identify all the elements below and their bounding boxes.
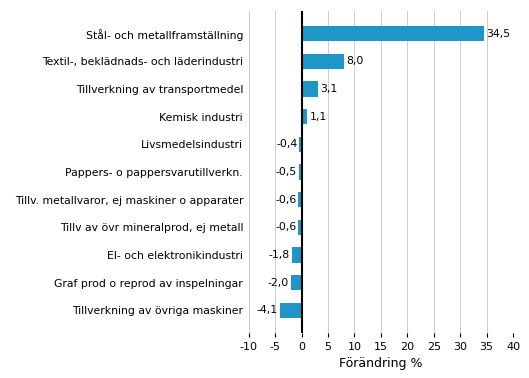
Bar bbox=[302, 81, 318, 96]
Bar bbox=[302, 54, 344, 69]
Text: 3,1: 3,1 bbox=[320, 84, 338, 94]
Text: 34,5: 34,5 bbox=[486, 29, 510, 39]
Bar bbox=[302, 109, 307, 124]
Text: -0,6: -0,6 bbox=[275, 195, 296, 204]
Bar bbox=[302, 26, 484, 41]
Text: 8,0: 8,0 bbox=[346, 56, 363, 66]
Bar bbox=[291, 275, 302, 290]
Text: -4,1: -4,1 bbox=[257, 305, 278, 315]
Bar bbox=[292, 248, 302, 263]
Text: -0,5: -0,5 bbox=[276, 167, 297, 177]
Bar bbox=[299, 137, 302, 152]
X-axis label: Förändring %: Förändring % bbox=[339, 357, 423, 370]
Text: 1,1: 1,1 bbox=[309, 112, 327, 122]
Text: -2,0: -2,0 bbox=[268, 278, 289, 288]
Bar bbox=[280, 303, 302, 318]
Text: -0,4: -0,4 bbox=[276, 139, 297, 149]
Bar bbox=[298, 220, 302, 235]
Text: -0,6: -0,6 bbox=[275, 222, 296, 232]
Bar bbox=[298, 192, 302, 207]
Text: -1,8: -1,8 bbox=[269, 250, 290, 260]
Bar bbox=[299, 164, 302, 180]
